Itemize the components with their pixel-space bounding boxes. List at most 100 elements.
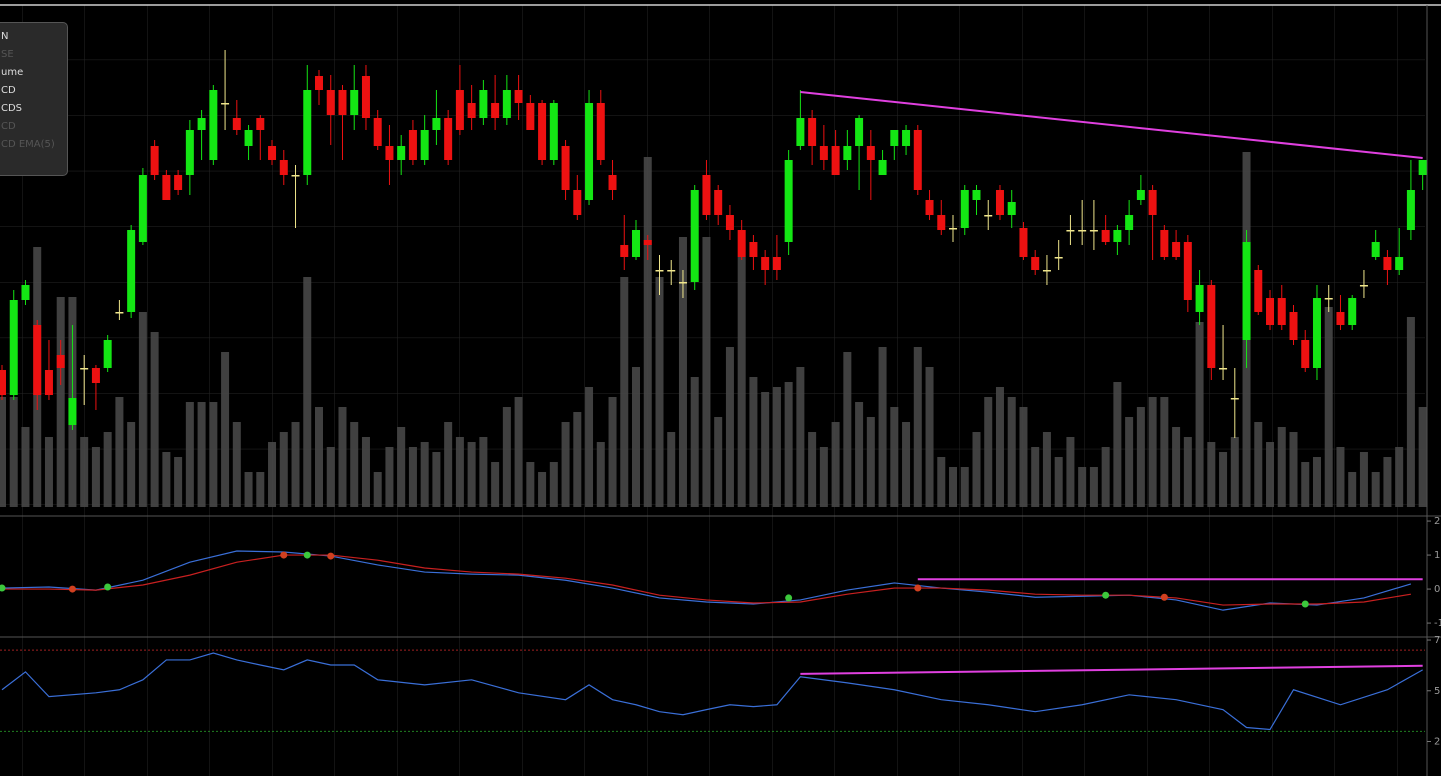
candle-body bbox=[115, 312, 124, 314]
candle-body bbox=[303, 90, 312, 175]
volume-bar bbox=[174, 457, 183, 507]
candle-body bbox=[1101, 230, 1110, 242]
volume-bar bbox=[91, 447, 100, 507]
y-tick-label: 0 bbox=[1434, 584, 1440, 595]
candle-body bbox=[9, 300, 18, 395]
volume-bar bbox=[150, 332, 159, 507]
legend-item: SE bbox=[1, 49, 14, 60]
candle-body bbox=[420, 130, 429, 160]
candle-body bbox=[21, 285, 30, 300]
volume-bar bbox=[796, 367, 805, 507]
volume-bar bbox=[221, 352, 230, 507]
candle-body bbox=[796, 118, 805, 146]
candle-body bbox=[573, 190, 582, 215]
candle-body bbox=[1054, 257, 1063, 259]
candle-body bbox=[949, 228, 958, 230]
candle-body bbox=[209, 90, 218, 160]
candle-body bbox=[1324, 298, 1333, 300]
volume-bar bbox=[420, 442, 429, 507]
cross-marker bbox=[303, 551, 311, 559]
candle-body bbox=[268, 146, 277, 160]
candle-body bbox=[690, 190, 699, 282]
candle-body bbox=[1019, 228, 1028, 257]
candle-body bbox=[925, 200, 934, 215]
candle-body bbox=[1042, 270, 1051, 272]
candle-body bbox=[1371, 242, 1380, 257]
candle-body bbox=[995, 190, 1004, 215]
candle-body bbox=[960, 190, 969, 228]
volume-bar bbox=[303, 277, 312, 507]
legend-item: CD bbox=[1, 85, 16, 96]
candle-body bbox=[185, 130, 194, 175]
candle-body bbox=[1289, 312, 1298, 340]
candle-body bbox=[667, 270, 676, 272]
candle-body bbox=[491, 103, 500, 118]
candle-body bbox=[0, 370, 6, 395]
volume-bar bbox=[197, 402, 206, 507]
candle-body bbox=[538, 103, 547, 160]
volume-bar bbox=[585, 387, 594, 507]
candle-body bbox=[913, 130, 922, 190]
candle-body bbox=[890, 130, 899, 146]
legend-item: ume bbox=[1, 67, 24, 78]
candle-body bbox=[1066, 230, 1075, 232]
candle-body bbox=[608, 175, 617, 190]
candle-body bbox=[878, 160, 887, 175]
volume-bar bbox=[1089, 467, 1098, 507]
candle-body bbox=[1230, 398, 1239, 400]
candle-body bbox=[1254, 270, 1263, 312]
y-tick-label: 1 bbox=[1434, 550, 1440, 561]
volume-bar bbox=[1042, 432, 1051, 507]
candle-body bbox=[455, 90, 464, 130]
volume-bar bbox=[1207, 442, 1216, 507]
volume-bar bbox=[115, 397, 124, 507]
volume-bar bbox=[949, 467, 958, 507]
volume-bar bbox=[209, 402, 218, 507]
volume-bar bbox=[549, 462, 558, 507]
candle-body bbox=[737, 230, 746, 257]
volume-bar bbox=[890, 407, 899, 507]
volume-bar bbox=[784, 382, 793, 507]
volume-bar bbox=[455, 437, 464, 507]
candle-body bbox=[1160, 230, 1169, 257]
volume-bar bbox=[491, 462, 500, 507]
volume-bar bbox=[373, 472, 382, 507]
volume-bar bbox=[1101, 447, 1110, 507]
candle-body bbox=[350, 90, 359, 115]
series-line bbox=[1, 554, 1412, 606]
candle-body bbox=[397, 146, 406, 160]
candle-body bbox=[761, 257, 770, 270]
volume-bar bbox=[127, 422, 136, 507]
candle-body bbox=[162, 175, 171, 200]
volume-bar bbox=[678, 237, 687, 507]
volume-bar bbox=[1219, 452, 1228, 507]
candle-body bbox=[1266, 298, 1275, 325]
candle-body bbox=[80, 368, 89, 370]
cross-marker bbox=[280, 551, 288, 559]
candle-body bbox=[784, 160, 793, 242]
candle-body bbox=[33, 325, 42, 395]
candle-body bbox=[1242, 242, 1251, 340]
volume-bar bbox=[643, 157, 652, 507]
volume-bar bbox=[913, 347, 922, 507]
candle-body bbox=[244, 130, 253, 146]
volume-bar bbox=[1418, 407, 1427, 507]
candle-body bbox=[937, 215, 946, 230]
volume-bar bbox=[1007, 397, 1016, 507]
volume-bar bbox=[831, 422, 840, 507]
volume-bar bbox=[573, 412, 582, 507]
volume-bar bbox=[338, 407, 347, 507]
candle-body bbox=[1418, 160, 1427, 175]
candle-body bbox=[138, 175, 147, 242]
y-tick-label: 25 bbox=[1434, 737, 1441, 748]
cross-marker bbox=[785, 594, 793, 602]
volume-bar bbox=[502, 407, 511, 507]
volume-bar bbox=[855, 402, 864, 507]
candle-body bbox=[315, 76, 324, 90]
cross-marker bbox=[0, 584, 6, 592]
candle-body bbox=[984, 215, 993, 217]
candle-body bbox=[561, 146, 570, 190]
candle-body bbox=[596, 103, 605, 160]
candle-body bbox=[1207, 285, 1216, 368]
volume-bar bbox=[667, 432, 676, 507]
